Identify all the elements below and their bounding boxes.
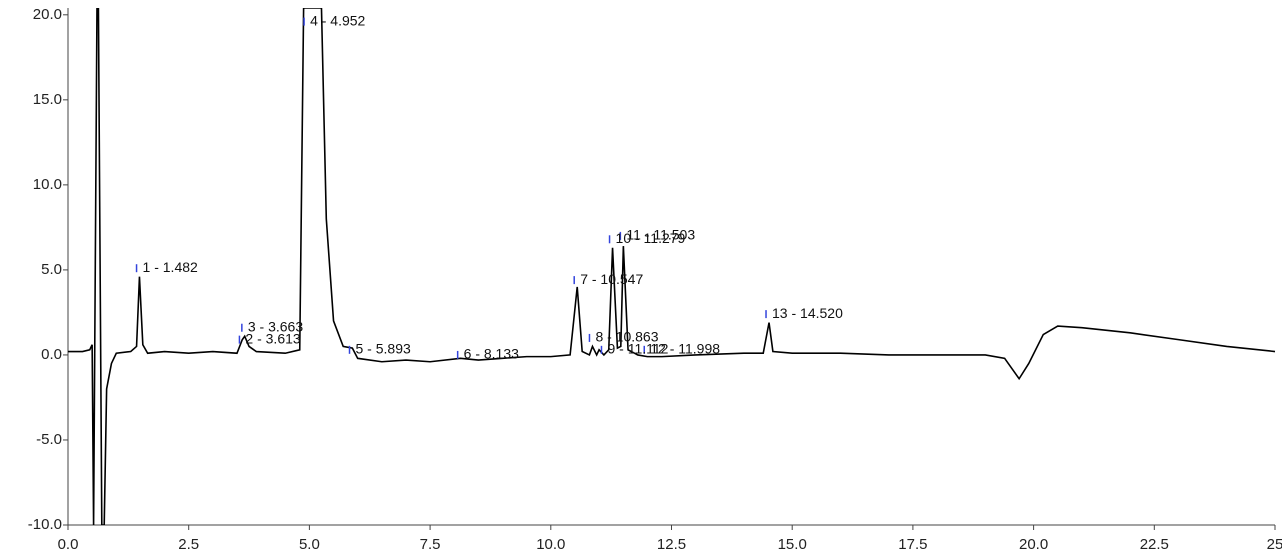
x-tick-label: 20.0 — [1019, 536, 1048, 553]
x-tick-label: 12.5 — [657, 536, 686, 553]
peak-label: 10 - 11.279 — [616, 230, 686, 246]
peak-label: 9 - 11.112 — [607, 341, 668, 357]
x-tick-label: 10.0 — [536, 536, 565, 553]
y-tick-label: 10.0 — [33, 176, 62, 193]
x-tick-label: 22.5 — [1140, 536, 1169, 553]
peak-label: 11 - 11.503 — [626, 227, 695, 243]
x-tick-label: 25 — [1267, 536, 1282, 553]
y-tick-label: 5.0 — [41, 261, 62, 278]
peak-label: 2 - 3.613 — [245, 330, 300, 346]
peak-label: 7 - 10.547 — [580, 271, 643, 287]
peak-label: 12 - 11.998 — [650, 341, 720, 357]
y-tick-label: -5.0 — [36, 431, 62, 448]
peak-label: 13 - 14.520 — [772, 305, 843, 321]
x-tick-label: 15.0 — [778, 536, 807, 553]
y-tick-label: -10.0 — [28, 516, 62, 533]
x-tick-label: 0.0 — [58, 536, 79, 553]
peak-label: 3 - 3.663 — [248, 318, 303, 334]
peak-label: 1 - 1.482 — [143, 259, 198, 275]
peak-label: 5 - 5.893 — [356, 341, 411, 357]
y-tick-label: 15.0 — [33, 91, 62, 108]
y-tick-label: 0.0 — [41, 346, 62, 363]
x-tick-label: 7.5 — [420, 536, 441, 553]
x-tick-label: 17.5 — [898, 536, 927, 553]
y-tick-label: 20.0 — [33, 6, 62, 23]
peak-label: 8 - 10.863 — [595, 329, 658, 345]
plot-area — [68, 8, 1276, 525]
peak-label: 6 - 8.133 — [464, 346, 519, 362]
peak-label: 4 - 4.952 — [310, 12, 365, 28]
x-tick-label: 5.0 — [299, 536, 320, 553]
x-tick-label: 2.5 — [178, 536, 199, 553]
trace-line — [68, 8, 1276, 525]
